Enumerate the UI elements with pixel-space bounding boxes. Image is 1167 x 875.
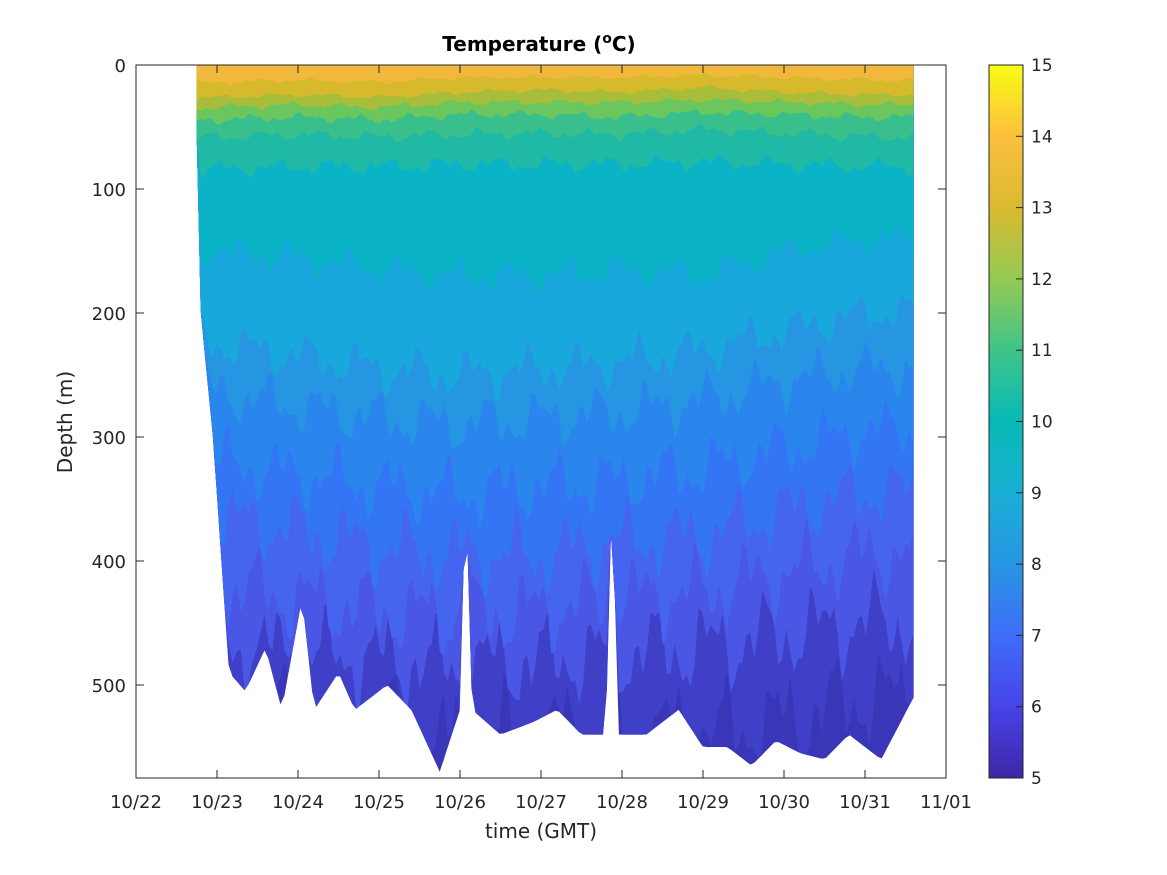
y-tick-label: 500 <box>92 676 126 697</box>
y-axis: 0 100 200 300 400 500 <box>92 56 946 697</box>
x-axis-label: time (GMT) <box>485 819 597 843</box>
y-tick-label: 200 <box>92 304 126 325</box>
colorbar-tick-label: 7 <box>1031 626 1042 646</box>
contour-band-13 <box>196 65 914 85</box>
x-tick-label: 10/27 <box>515 792 567 813</box>
colorbar-tick-label: 10 <box>1031 413 1053 433</box>
x-tick-label: 10/28 <box>596 792 648 813</box>
chart-title-superscript: o <box>602 31 612 47</box>
plot-area <box>196 65 914 772</box>
y-tick-label: 0 <box>115 56 126 77</box>
y-tick-label: 300 <box>92 428 126 449</box>
x-tick-label: 11/01 <box>920 792 972 813</box>
colorbar-ticks: 5 6 7 8 9 10 11 12 13 14 15 <box>1016 56 1053 789</box>
colorbar-tick-label: 12 <box>1031 270 1053 290</box>
x-tick-label: 10/30 <box>758 792 810 813</box>
chart-title-suffix: C) <box>612 32 636 56</box>
colorbar-tick-label: 11 <box>1031 341 1053 361</box>
x-axis: 10/22 10/23 10/24 10/25 10/26 10/27 10/28 10/29… <box>110 65 972 813</box>
colorbar-tick-label: 6 <box>1031 698 1042 718</box>
colorbar-tick-label: 15 <box>1031 56 1053 76</box>
colorbar-tick-label: 14 <box>1031 127 1053 147</box>
x-tick-label: 10/24 <box>272 792 324 813</box>
y-tick-label: 100 <box>92 180 126 201</box>
colorbar-tick-label: 5 <box>1031 769 1042 789</box>
x-tick-label: 10/25 <box>353 792 405 813</box>
x-tick-label: 10/31 <box>839 792 891 813</box>
colorbar-tick-label: 8 <box>1031 555 1042 575</box>
colorbar-tick-label: 9 <box>1031 484 1042 504</box>
x-tick-label: 10/26 <box>434 792 486 813</box>
x-tick-label: 10/22 <box>110 792 162 813</box>
y-axis-label: Depth (m) <box>53 371 77 473</box>
x-tick-label: 10/23 <box>191 792 243 813</box>
y-tick-label: 400 <box>92 552 126 573</box>
colorbar-tick-label: 13 <box>1031 199 1053 219</box>
x-tick-label: 10/29 <box>677 792 729 813</box>
chart-title: Temperature (oC) <box>442 31 635 56</box>
chart-title-prefix: Temperature ( <box>442 32 602 56</box>
